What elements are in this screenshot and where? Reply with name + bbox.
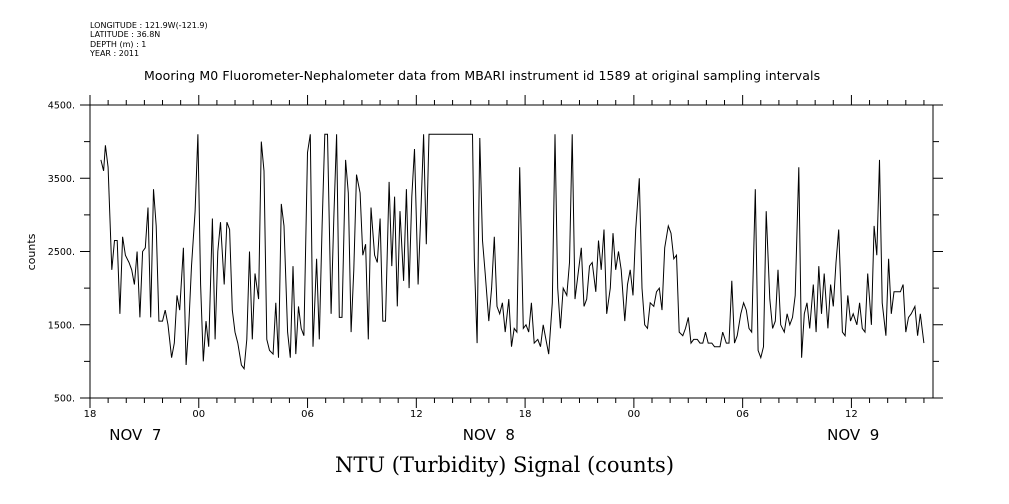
x-tick-label: 12 xyxy=(845,409,858,420)
y-tick-label: 4500. xyxy=(48,101,75,112)
y-axis-label: counts xyxy=(25,233,38,270)
y-tick-label: 2500. xyxy=(48,247,75,258)
y-tick-label: 500. xyxy=(54,394,75,405)
year-label: YEAR : 2011 xyxy=(90,48,140,58)
x-tick-label: 00 xyxy=(192,409,205,420)
x-tick-label: 00 xyxy=(628,409,641,420)
y-tick-label: 3500. xyxy=(48,174,75,185)
plot-frame xyxy=(89,104,934,399)
date-label: NOV 8 xyxy=(463,426,515,444)
date-label: NOV 9 xyxy=(827,426,879,444)
x-tick-label: 18 xyxy=(519,409,532,420)
y-axis: 4500. 3500. 2500. 1500. 500. xyxy=(48,101,943,405)
x-axis: 18 00 06 12 18 00 06 12 NOV 7 NOV 8 NOV 9 xyxy=(84,95,925,444)
x-tick-label: 12 xyxy=(410,409,423,420)
x-tick-label: 18 xyxy=(84,409,97,420)
y-tick-label: 1500. xyxy=(48,320,75,331)
latitude-label: LATITUDE : 36.8N xyxy=(90,30,161,40)
x-axis-label: NTU (Turbidity) Signal (counts) xyxy=(334,453,675,477)
depth-label: DEPTH (m) : 1 xyxy=(90,39,147,49)
chart-title: Mooring M0 Fluorometer-Nephalometer data… xyxy=(144,68,821,83)
longitude-label: LONGITUDE : 121.9W(-121.9) xyxy=(90,21,208,30)
series-line xyxy=(100,133,925,371)
x-tick-label: 06 xyxy=(736,409,749,420)
metadata-block: LONGITUDE : 121.9W(-121.9) LATITUDE : 36… xyxy=(90,21,208,58)
date-label: NOV 7 xyxy=(109,426,161,444)
x-tick-label: 06 xyxy=(301,409,314,420)
